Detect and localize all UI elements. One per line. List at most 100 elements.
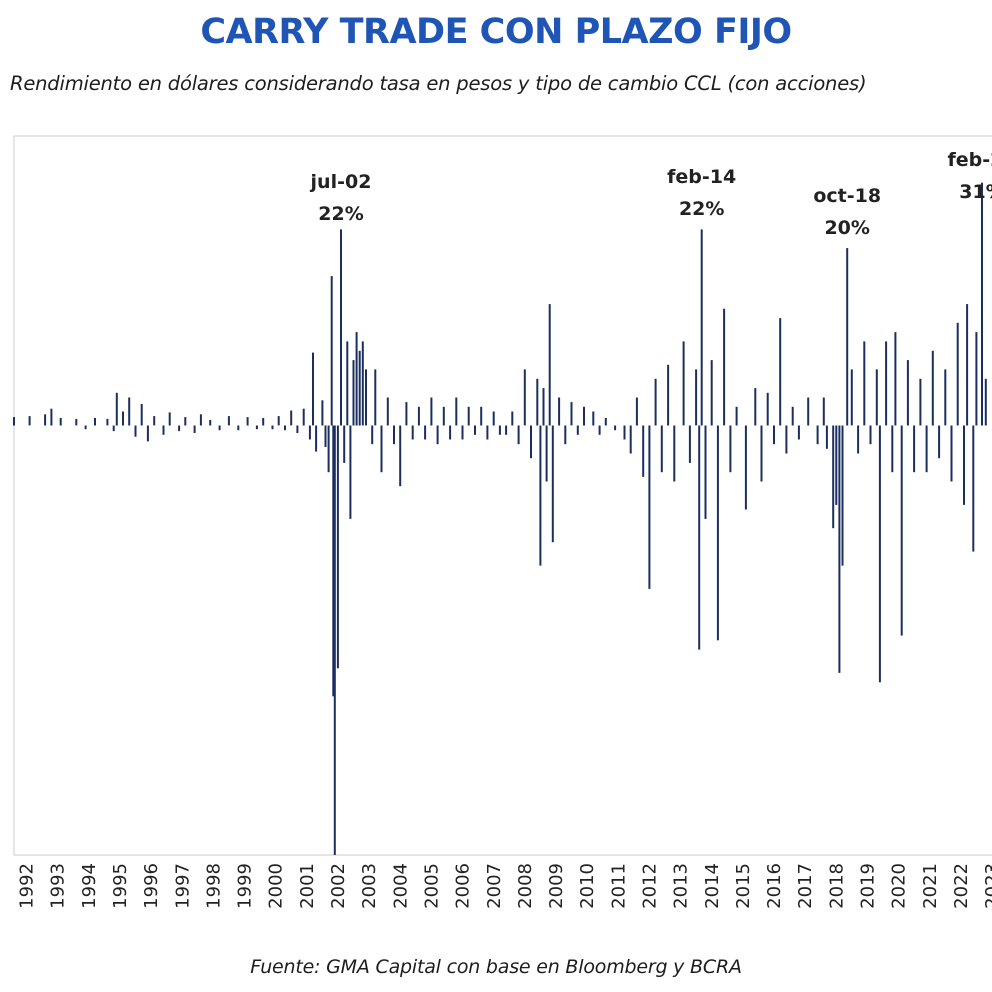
- bar-124: [791, 406, 794, 426]
- bar-78: [511, 411, 514, 426]
- bar-131: [835, 425, 838, 505]
- bar-130: [832, 425, 835, 529]
- bar-62: [411, 425, 414, 440]
- bar-79: [517, 425, 520, 445]
- bar-54: [365, 369, 367, 426]
- bar-138: [869, 425, 872, 445]
- bar-58: [386, 397, 389, 426]
- bar-32: [284, 425, 286, 431]
- bar-20: [184, 417, 187, 426]
- bar-35: [302, 408, 305, 426]
- bar-89: [564, 425, 567, 445]
- x-tick-2003: 2003: [359, 863, 380, 909]
- bar-103: [660, 425, 663, 473]
- bar-43: [332, 425, 335, 697]
- bar-30: [271, 425, 274, 430]
- bar-0: [13, 417, 15, 426]
- bar-53: [361, 341, 364, 426]
- bar-5: [75, 418, 78, 426]
- bar-80: [523, 369, 526, 426]
- bar-151: [944, 369, 947, 426]
- annotation-period-1: feb-14: [667, 166, 736, 188]
- bar-51: [355, 332, 358, 426]
- chart-subtitle: Rendimiento en dólares considerando tasa…: [10, 72, 867, 95]
- annotation-value-1: 22%: [679, 198, 724, 220]
- bar-31: [277, 416, 280, 426]
- bar-75: [492, 411, 495, 426]
- bar-116: [735, 406, 738, 426]
- bar-68: [449, 425, 452, 440]
- bar-6: [84, 425, 87, 430]
- bar-140: [878, 425, 881, 683]
- bar-93: [592, 411, 595, 426]
- bar-98: [629, 425, 632, 454]
- x-tick-2010: 2010: [577, 863, 598, 909]
- bar-3: [50, 408, 53, 426]
- x-tick-2007: 2007: [484, 863, 505, 909]
- bar-141: [885, 341, 888, 426]
- bar-100: [642, 425, 645, 477]
- bar-119: [760, 425, 763, 482]
- x-tick-2015: 2015: [733, 863, 754, 909]
- x-tick-2017: 2017: [795, 863, 816, 909]
- bar-17: [162, 425, 165, 435]
- x-tick-2005: 2005: [422, 863, 443, 909]
- bar-158: [981, 182, 983, 426]
- bar-146: [913, 425, 916, 473]
- bar-85: [545, 425, 548, 482]
- bar-61: [405, 402, 408, 426]
- bar-107: [688, 425, 691, 463]
- x-tick-1998: 1998: [204, 863, 225, 909]
- bar-118: [754, 388, 757, 426]
- x-tick-2013: 2013: [671, 863, 692, 909]
- x-tick-1995: 1995: [110, 863, 131, 909]
- bar-57: [380, 425, 383, 473]
- bar-109: [698, 425, 701, 650]
- bar-28: [255, 425, 258, 430]
- chart-title: CARRY TRADE CON PLAZO FIJO: [200, 12, 792, 52]
- bar-92: [583, 406, 585, 426]
- bar-106: [682, 341, 685, 426]
- bar-69: [455, 397, 458, 426]
- bar-36: [308, 425, 311, 440]
- bar-152: [950, 425, 953, 482]
- bars-group: [13, 182, 987, 855]
- bar-88: [558, 397, 561, 426]
- bar-86: [548, 304, 551, 426]
- bar-133: [841, 425, 844, 566]
- bar-129: [825, 425, 828, 449]
- bar-149: [931, 350, 934, 426]
- bar-96: [614, 425, 617, 431]
- bar-143: [894, 332, 897, 426]
- bar-144: [900, 425, 903, 636]
- x-tick-2020: 2020: [889, 863, 910, 909]
- bar-147: [919, 378, 922, 426]
- bar-9: [112, 425, 115, 432]
- bar-27: [246, 417, 249, 426]
- bar-10: [115, 392, 118, 426]
- bar-132: [838, 425, 841, 673]
- x-tick-2016: 2016: [764, 863, 785, 909]
- bar-125: [797, 425, 800, 440]
- bar-70: [461, 425, 464, 440]
- bar-46: [340, 229, 342, 426]
- bar-64: [424, 425, 427, 440]
- bar-142: [891, 425, 894, 473]
- bar-87: [551, 425, 554, 543]
- bar-101: [648, 425, 651, 589]
- bar-99: [635, 397, 638, 426]
- bar-25: [227, 416, 230, 426]
- x-tick-1997: 1997: [172, 863, 193, 909]
- x-tick-2014: 2014: [702, 863, 723, 909]
- bar-39: [321, 400, 324, 426]
- chart-source: Fuente: GMA Capital con base en Bloomber…: [250, 956, 742, 978]
- x-tick-1996: 1996: [141, 863, 162, 909]
- bar-74: [486, 425, 489, 440]
- bar-121: [773, 425, 775, 445]
- x-tick-1994: 1994: [79, 863, 100, 909]
- bar-29: [262, 418, 265, 426]
- bar-23: [209, 419, 212, 426]
- bar-22: [199, 414, 202, 426]
- bar-73: [480, 406, 483, 426]
- bar-40: [324, 425, 327, 447]
